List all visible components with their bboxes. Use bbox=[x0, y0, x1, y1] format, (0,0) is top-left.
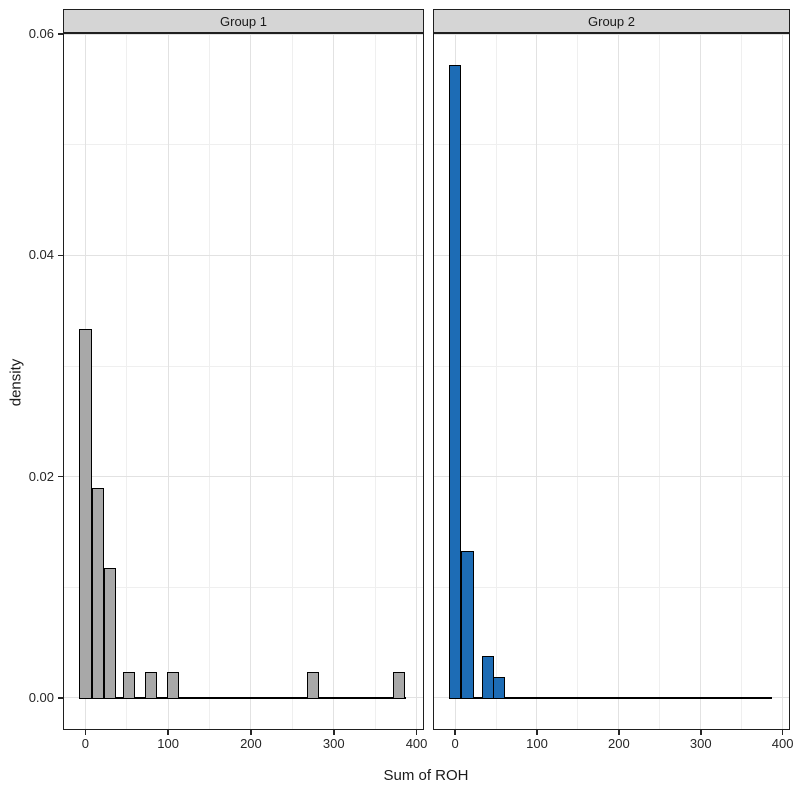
y-axis-tick bbox=[58, 254, 63, 257]
gridline-major-horizontal bbox=[433, 254, 790, 256]
histogram-bar bbox=[481, 656, 494, 699]
y-axis-tick-label: 0.02 bbox=[28, 468, 54, 484]
gridline-major-vertical bbox=[250, 33, 252, 730]
histogram-bar bbox=[144, 671, 157, 699]
gridline-major-horizontal bbox=[63, 476, 424, 478]
gridline-minor-vertical bbox=[577, 33, 579, 730]
y-axis-title: density bbox=[7, 358, 25, 407]
facet-strip-label: Group 1 bbox=[220, 13, 267, 29]
gridline-minor-vertical bbox=[374, 33, 376, 730]
panel-background bbox=[433, 33, 790, 730]
histogram-bar bbox=[166, 671, 180, 699]
y-axis-tick bbox=[58, 33, 63, 35]
gridline-minor-vertical bbox=[741, 33, 743, 730]
panel-background bbox=[63, 33, 424, 730]
x-axis-tick bbox=[333, 730, 335, 735]
x-axis-tick-label: 100 bbox=[157, 736, 179, 751]
histogram-bar bbox=[122, 671, 136, 699]
gridline-minor-horizontal bbox=[433, 586, 790, 588]
x-axis-tick bbox=[84, 730, 87, 735]
gridline-minor-vertical bbox=[495, 33, 497, 730]
x-axis-tick bbox=[536, 730, 538, 735]
facet-panel-group-2: Group 2 0 100 200 300 400 bbox=[433, 0, 793, 800]
histogram-bar bbox=[448, 65, 462, 699]
x-axis-tick-label: 400 bbox=[405, 736, 428, 751]
histogram-bar bbox=[91, 488, 104, 699]
y-axis-tick bbox=[58, 475, 63, 478]
histogram-bar bbox=[79, 328, 92, 699]
histogram-bar bbox=[392, 671, 406, 699]
gridline-minor-vertical bbox=[659, 33, 661, 730]
histogram-bar bbox=[461, 551, 474, 699]
gridline-minor-vertical bbox=[291, 33, 293, 730]
gridline-major-vertical bbox=[700, 33, 702, 730]
histogram-bar bbox=[306, 671, 320, 699]
x-axis-tick-label: 300 bbox=[322, 736, 345, 751]
x-axis-tick-label: 0 bbox=[451, 736, 459, 751]
gridline-major-vertical bbox=[536, 33, 538, 730]
x-axis-tick-label: 200 bbox=[608, 736, 630, 751]
gridline-major-vertical bbox=[333, 33, 335, 730]
gridline-minor-horizontal bbox=[433, 144, 790, 146]
y-axis-tick bbox=[58, 697, 63, 699]
x-axis-tick bbox=[700, 730, 702, 735]
x-axis-tick bbox=[454, 730, 456, 735]
x-axis-tick-label: 400 bbox=[771, 736, 794, 751]
x-axis-tick-label: 200 bbox=[240, 736, 262, 751]
gridline-major-vertical bbox=[782, 33, 784, 730]
gridline-minor-horizontal bbox=[63, 144, 424, 146]
x-axis-tick bbox=[618, 730, 620, 735]
gridline-major-horizontal bbox=[63, 254, 424, 256]
gridline-major-horizontal bbox=[433, 476, 790, 478]
x-axis-tick-label: 0 bbox=[81, 736, 89, 751]
gridline-major-horizontal bbox=[63, 33, 424, 35]
gridline-major-vertical bbox=[618, 33, 620, 730]
x-axis-tick-label: 100 bbox=[526, 736, 548, 751]
y-axis-tick-label: 0.06 bbox=[28, 26, 54, 42]
x-axis-tick-label: 300 bbox=[689, 736, 712, 751]
histogram-bar bbox=[493, 677, 506, 699]
gridline-minor-horizontal bbox=[63, 365, 424, 367]
y-axis-tick-label: 0.00 bbox=[28, 689, 54, 705]
histogram-zero-line bbox=[79, 697, 406, 699]
gridline-minor-horizontal bbox=[433, 365, 790, 367]
facet-strip-group-1: Group 1 bbox=[63, 9, 424, 33]
x-axis-tick bbox=[415, 730, 418, 735]
x-axis-title: Sum of ROH bbox=[383, 767, 469, 784]
gridline-major-horizontal bbox=[433, 33, 790, 35]
histogram-zero-line bbox=[448, 697, 772, 699]
x-axis-tick bbox=[781, 730, 784, 735]
gridline-minor-vertical bbox=[209, 33, 211, 730]
y-axis-tick-label: 0.04 bbox=[28, 247, 54, 263]
gridline-minor-horizontal bbox=[63, 586, 424, 588]
facet-strip-label: Group 2 bbox=[588, 13, 635, 29]
facet-strip-group-2: Group 2 bbox=[433, 9, 790, 33]
facet-panel-group-1: Group 1 0 100 200 300 400 bbox=[63, 0, 427, 800]
gridline-major-vertical bbox=[167, 33, 169, 730]
x-axis-tick bbox=[250, 730, 252, 735]
histogram-bar bbox=[103, 567, 117, 699]
gridline-major-vertical bbox=[416, 33, 418, 730]
gridline-minor-vertical bbox=[126, 33, 128, 730]
x-axis-tick bbox=[167, 730, 169, 735]
